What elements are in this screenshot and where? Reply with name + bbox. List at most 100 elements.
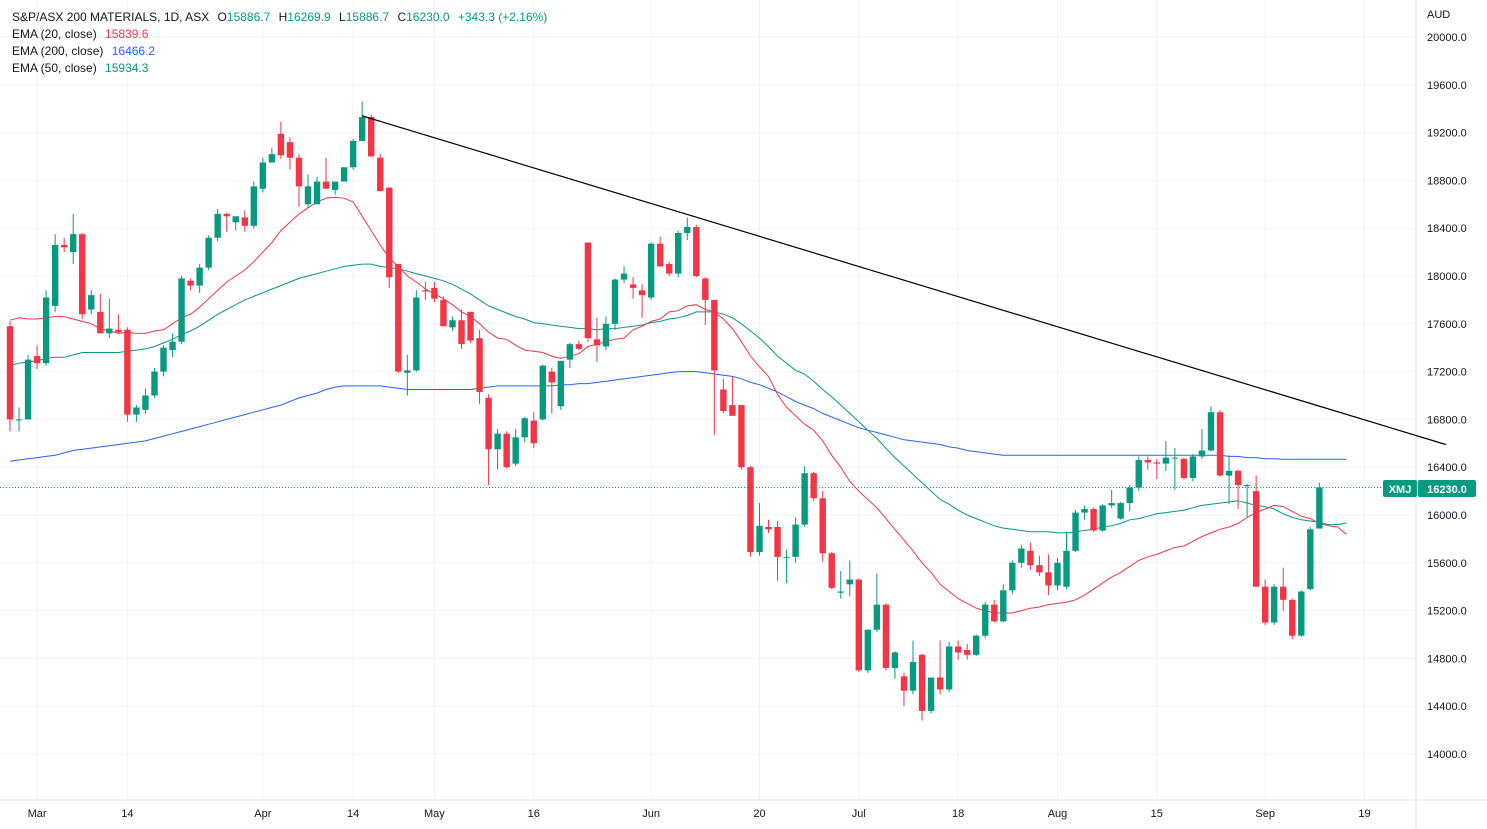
candle[interactable]: [729, 376, 736, 416]
candle[interactable]: [665, 261, 673, 276]
candle[interactable]: [1063, 531, 1070, 590]
candlestick-series[interactable]: [6, 101, 1323, 721]
candle[interactable]: [557, 360, 565, 410]
candle[interactable]: [738, 405, 745, 470]
candle[interactable]: [151, 368, 158, 398]
candle[interactable]: [1081, 505, 1088, 520]
candle[interactable]: [1216, 409, 1224, 477]
candle[interactable]: [331, 181, 339, 195]
candle[interactable]: [891, 651, 899, 679]
candle[interactable]: [584, 242, 592, 342]
candle[interactable]: [855, 578, 863, 672]
candle[interactable]: [368, 114, 375, 157]
candle[interactable]: [33, 345, 41, 370]
candle[interactable]: [1126, 485, 1133, 512]
candle[interactable]: [115, 314, 122, 334]
candle[interactable]: [160, 345, 167, 377]
candle[interactable]: [6, 321, 14, 432]
candle[interactable]: [1234, 469, 1242, 510]
candle[interactable]: [458, 309, 465, 349]
candle[interactable]: [1009, 560, 1016, 594]
ema200-label[interactable]: EMA (200, close): [12, 44, 104, 58]
candle[interactable]: [909, 640, 917, 695]
candle[interactable]: [133, 405, 140, 422]
candle[interactable]: [178, 276, 185, 345]
candle[interactable]: [1207, 406, 1215, 452]
candle[interactable]: [1198, 428, 1206, 459]
candle[interactable]: [530, 412, 537, 449]
candle[interactable]: [1261, 579, 1269, 625]
candle[interactable]: [449, 316, 456, 331]
candle[interactable]: [620, 266, 628, 284]
candle[interactable]: [106, 298, 113, 339]
candle[interactable]: [521, 417, 528, 443]
candle[interactable]: [286, 137, 294, 170]
candle[interactable]: [611, 278, 619, 330]
candle[interactable]: [124, 327, 131, 422]
price-axis[interactable]: 14000.0 14400.0 14800.0 15200.0 15600.0 16000…: [1427, 32, 1467, 761]
candle[interactable]: [747, 466, 754, 557]
candle[interactable]: [1135, 456, 1142, 492]
candle[interactable]: [42, 290, 50, 366]
candle[interactable]: [656, 236, 664, 267]
candle[interactable]: [223, 212, 230, 232]
candle[interactable]: [196, 264, 203, 293]
candle[interactable]: [60, 237, 68, 253]
candle[interactable]: [476, 329, 483, 404]
trendline[interactable]: [361, 115, 1446, 446]
candle[interactable]: [1162, 440, 1170, 471]
symbol-title[interactable]: S&P/ASX 200 MATERIALS, 1D, ASX: [12, 10, 210, 24]
candle[interactable]: [377, 154, 384, 192]
candle[interactable]: [548, 368, 555, 414]
candle[interactable]: [88, 290, 95, 315]
candle[interactable]: [693, 224, 700, 278]
candle[interactable]: [277, 121, 285, 159]
candle[interactable]: [485, 394, 492, 486]
candle[interactable]: [1036, 555, 1043, 576]
ema50-label[interactable]: EMA (50, close): [12, 61, 97, 75]
candle[interactable]: [512, 428, 519, 467]
candle[interactable]: [70, 213, 77, 265]
ema20-label[interactable]: EMA (20, close): [12, 27, 97, 41]
candle[interactable]: [494, 428, 501, 470]
candle[interactable]: [1018, 544, 1025, 568]
candle[interactable]: [1307, 526, 1314, 591]
candle[interactable]: [24, 354, 32, 420]
candle[interactable]: [205, 235, 212, 271]
candle[interactable]: [702, 277, 709, 325]
candle[interactable]: [783, 549, 790, 584]
candle[interactable]: [304, 174, 312, 208]
candle[interactable]: [918, 653, 926, 721]
candle[interactable]: [97, 293, 104, 334]
candle[interactable]: [801, 466, 808, 527]
candle[interactable]: [756, 503, 763, 556]
candle[interactable]: [945, 641, 953, 692]
candle[interactable]: [295, 154, 303, 207]
candle[interactable]: [711, 299, 718, 435]
candle[interactable]: [675, 230, 682, 278]
candle[interactable]: [413, 290, 420, 372]
candle[interactable]: [187, 278, 194, 291]
candle[interactable]: [1000, 584, 1007, 623]
candle[interactable]: [1189, 454, 1197, 482]
candle[interactable]: [1280, 567, 1287, 611]
indicator-ema200[interactable]: EMA (200, close) 16466.2: [12, 43, 547, 60]
candle[interactable]: [629, 277, 637, 299]
candle[interactable]: [142, 388, 149, 414]
candle[interactable]: [954, 640, 962, 660]
candle[interactable]: [1117, 501, 1124, 520]
candle[interactable]: [593, 317, 601, 363]
candle[interactable]: [431, 281, 438, 303]
candle[interactable]: [1180, 457, 1188, 480]
candle[interactable]: [503, 431, 510, 469]
candle[interactable]: [647, 242, 655, 300]
currency-label[interactable]: AUD: [1427, 9, 1451, 21]
candle[interactable]: [440, 296, 447, 327]
candle[interactable]: [1243, 483, 1251, 518]
candle[interactable]: [566, 342, 574, 369]
candle[interactable]: [1316, 482, 1323, 529]
candle[interactable]: [467, 311, 474, 343]
candle[interactable]: [828, 552, 835, 590]
candle[interactable]: [386, 187, 393, 288]
candle[interactable]: [1289, 598, 1296, 640]
